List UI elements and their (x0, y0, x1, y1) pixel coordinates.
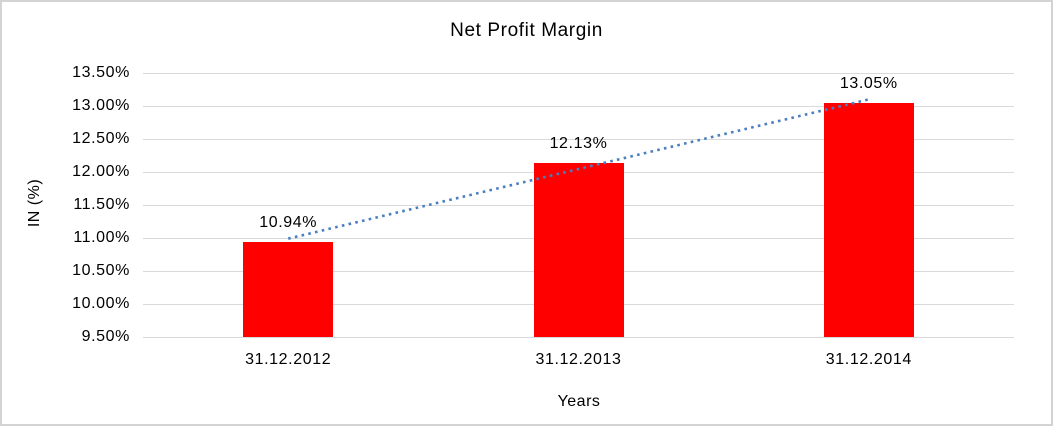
data-label: 10.94% (259, 213, 318, 231)
bar-31.12.2014 (823, 102, 914, 337)
y-axis-tick-label: 11.50% (73, 196, 130, 213)
data-label: 12.13% (549, 135, 608, 153)
y-axis-tick-label: 13.50% (72, 64, 130, 81)
y-axis-tick-label: 10.50% (72, 262, 130, 279)
y-axis-tick-label: 12.00% (72, 163, 130, 180)
y-axis-tick-label: 11.00% (73, 229, 130, 246)
bar-31.12.2013 (533, 163, 624, 337)
chart-title: Net Profit Margin (450, 20, 603, 41)
bar-31.12.2012 (243, 241, 334, 337)
x-axis-title: Years (557, 393, 601, 410)
x-axis-tick-label: 31.12.2012 (245, 351, 332, 368)
y-axis-tick-label: 12.50% (72, 130, 130, 147)
data-label: 13.05% (839, 74, 898, 92)
y-gridline (143, 73, 1014, 74)
y-axis-tick-label: 9.50% (81, 328, 130, 345)
x-axis-tick-label: 31.12.2013 (535, 351, 622, 368)
y-axis-tick-label: 13.00% (72, 97, 130, 114)
x-axis-tick-label: 31.12.2014 (825, 351, 912, 368)
y-axis-tick-label: 10.00% (72, 295, 130, 312)
y-gridline (143, 337, 1014, 338)
